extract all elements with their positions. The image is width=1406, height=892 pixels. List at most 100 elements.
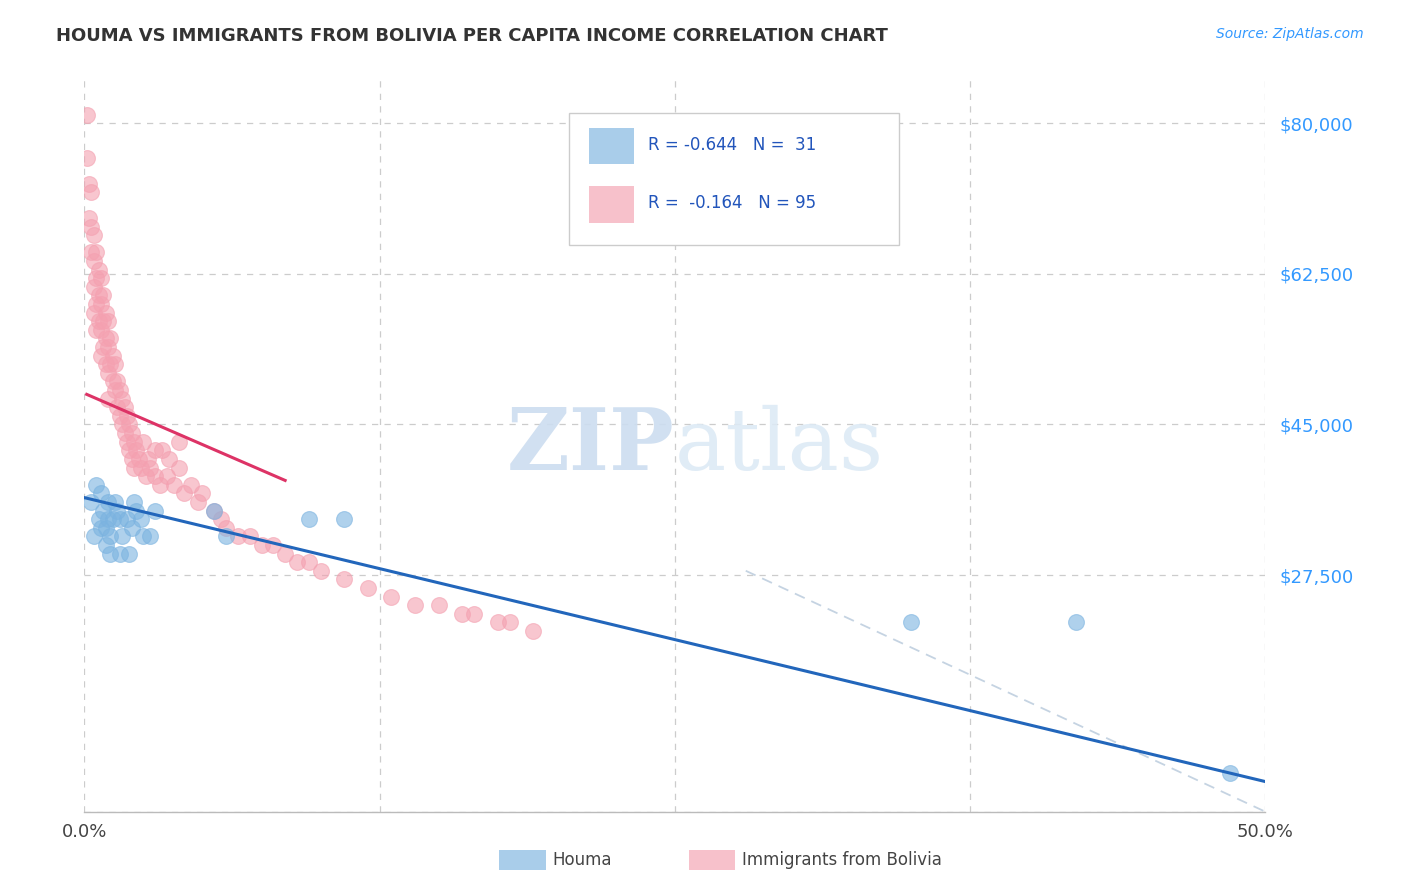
Point: [427, 598, 450, 612]
Point: [1066, 615, 1088, 630]
Point: [94, 331, 117, 345]
Point: [97, 392, 120, 406]
Point: [128, 451, 150, 466]
Point: [84, 271, 107, 285]
Point: [143, 443, 166, 458]
Point: [90, 486, 112, 500]
Point: [91, 288, 114, 302]
Point: [90, 271, 112, 285]
Point: [90, 323, 112, 337]
Point: [498, 615, 520, 630]
Point: [83, 305, 105, 319]
Point: [463, 607, 485, 621]
Point: [101, 375, 124, 389]
Text: Houma: Houma: [553, 851, 612, 869]
Point: [900, 615, 922, 630]
Point: [91, 503, 114, 517]
Point: [101, 512, 124, 526]
Point: [83, 529, 105, 543]
Point: [84, 245, 107, 260]
Point: [84, 323, 107, 337]
Point: [84, 297, 107, 311]
Point: [226, 529, 249, 543]
Point: [262, 538, 284, 552]
Point: [239, 529, 262, 543]
Point: [132, 529, 155, 543]
Point: [114, 426, 136, 441]
Point: [107, 375, 129, 389]
Point: [104, 495, 127, 509]
Point: [83, 228, 105, 243]
Point: [76, 151, 98, 165]
Point: [115, 512, 138, 526]
Point: [135, 469, 157, 483]
Point: [380, 590, 402, 604]
Point: [121, 426, 143, 441]
Point: [202, 503, 225, 517]
Point: [97, 512, 120, 526]
Point: [522, 624, 544, 638]
Point: [167, 460, 190, 475]
Point: [333, 573, 356, 587]
Point: [180, 477, 202, 491]
Point: [98, 547, 121, 561]
Point: [274, 547, 297, 561]
Point: [150, 443, 173, 458]
Point: [97, 366, 120, 380]
Point: [76, 108, 98, 122]
Point: [90, 349, 112, 363]
FancyBboxPatch shape: [568, 113, 900, 245]
Point: [87, 288, 110, 302]
Text: atlas: atlas: [675, 404, 884, 488]
Point: [149, 477, 172, 491]
Text: Source: ZipAtlas.com: Source: ZipAtlas.com: [1216, 27, 1364, 41]
Point: [139, 460, 162, 475]
Point: [191, 486, 214, 500]
Point: [87, 512, 110, 526]
Point: [80, 245, 103, 260]
Point: [298, 555, 321, 569]
Point: [187, 495, 209, 509]
Point: [486, 615, 509, 630]
Bar: [589, 186, 634, 223]
Bar: [589, 128, 634, 164]
Point: [250, 538, 273, 552]
Point: [111, 529, 134, 543]
Point: [77, 211, 100, 225]
Point: [98, 529, 121, 543]
Point: [80, 219, 103, 234]
Point: [94, 357, 117, 371]
Point: [451, 607, 474, 621]
Text: HOUMA VS IMMIGRANTS FROM BOLIVIA PER CAPITA INCOME CORRELATION CHART: HOUMA VS IMMIGRANTS FROM BOLIVIA PER CAP…: [56, 27, 889, 45]
Point: [104, 357, 127, 371]
Point: [143, 503, 166, 517]
Point: [94, 305, 117, 319]
Point: [118, 547, 141, 561]
Point: [163, 477, 186, 491]
Point: [84, 477, 107, 491]
Point: [108, 547, 131, 561]
Point: [87, 262, 110, 277]
Point: [157, 451, 180, 466]
Point: [90, 297, 112, 311]
Point: [98, 331, 121, 345]
Point: [91, 314, 114, 328]
Point: [107, 503, 129, 517]
Point: [90, 521, 112, 535]
Point: [121, 521, 143, 535]
Point: [143, 469, 166, 483]
Point: [122, 460, 145, 475]
Point: [77, 177, 100, 191]
Text: R =  -0.164   N = 95: R = -0.164 N = 95: [648, 194, 815, 212]
Point: [98, 357, 121, 371]
Point: [91, 340, 114, 354]
Point: [404, 598, 426, 612]
Point: [309, 564, 332, 578]
Point: [122, 495, 145, 509]
Point: [101, 349, 124, 363]
Point: [125, 503, 148, 517]
Point: [298, 512, 321, 526]
Point: [139, 529, 162, 543]
Text: ZIP: ZIP: [508, 404, 675, 488]
Point: [87, 314, 110, 328]
